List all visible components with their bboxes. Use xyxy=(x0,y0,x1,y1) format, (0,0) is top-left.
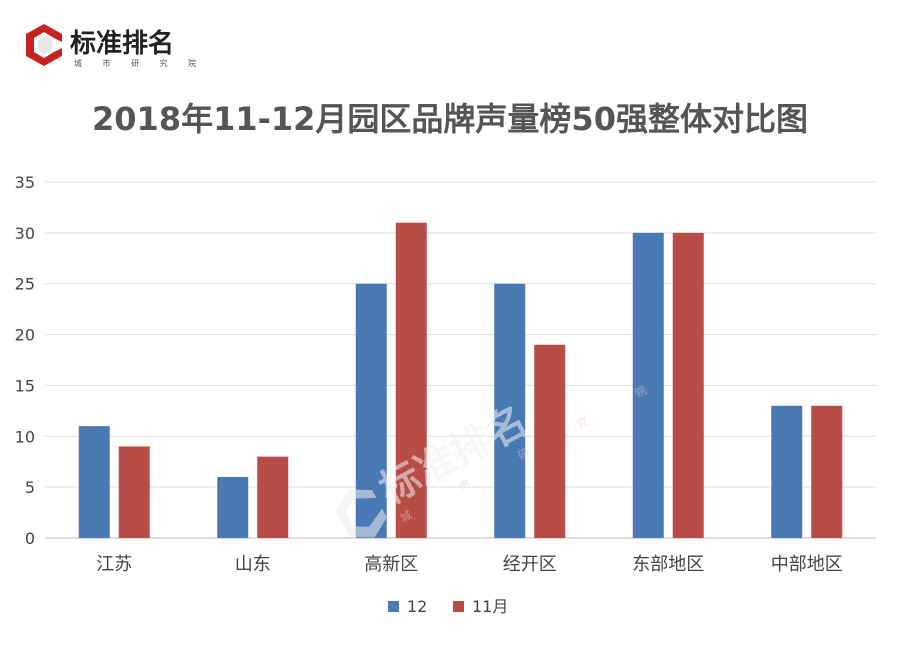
legend-swatch xyxy=(453,601,464,612)
y-tick-label: 30 xyxy=(15,224,35,243)
legend-swatch xyxy=(388,601,399,612)
y-tick-label: 15 xyxy=(15,376,35,395)
x-tick-label: 山东 xyxy=(235,554,271,575)
logo-text: 标准排名 xyxy=(70,28,174,59)
bar-11月-山东 xyxy=(257,456,289,538)
bar-12-经开区 xyxy=(494,283,526,538)
bar-12-高新区 xyxy=(355,283,387,538)
bar-11月-江苏 xyxy=(118,446,150,538)
bar-12-东部地区 xyxy=(632,232,664,538)
x-tick-label: 中部地区 xyxy=(771,554,843,575)
chart-title: 2018年11-12月园区品牌声量榜50强整体对比图 xyxy=(92,100,808,138)
bar-12-中部地区 xyxy=(771,405,803,538)
logo: 标准排名 城 市 研 究 院 xyxy=(26,24,204,68)
x-tick-label: 高新区 xyxy=(364,554,418,575)
logo-subtext: 城 市 研 究 院 xyxy=(74,58,204,68)
bar-12-山东 xyxy=(217,476,249,538)
bar-11月-中部地区 xyxy=(811,405,843,538)
y-tick-label: 35 xyxy=(15,173,35,192)
y-tick-label: 25 xyxy=(15,275,35,294)
bar-11月-经开区 xyxy=(534,344,566,538)
y-tick-label: 5 xyxy=(25,478,35,497)
legend-label: 12 xyxy=(407,597,427,616)
x-tick-label: 东部地区 xyxy=(632,554,704,575)
y-tick-label: 20 xyxy=(15,326,35,345)
y-tick-label: 0 xyxy=(25,529,35,548)
x-tick-label: 经开区 xyxy=(503,554,557,575)
legend-label: 11月 xyxy=(472,597,508,616)
bar-12-江苏 xyxy=(78,426,110,538)
y-tick-label: 10 xyxy=(15,427,35,446)
logo-mark-icon xyxy=(26,24,62,66)
bar-11月-东部地区 xyxy=(672,232,704,538)
x-tick-label: 江苏 xyxy=(96,554,132,575)
bar-11月-高新区 xyxy=(395,222,427,538)
